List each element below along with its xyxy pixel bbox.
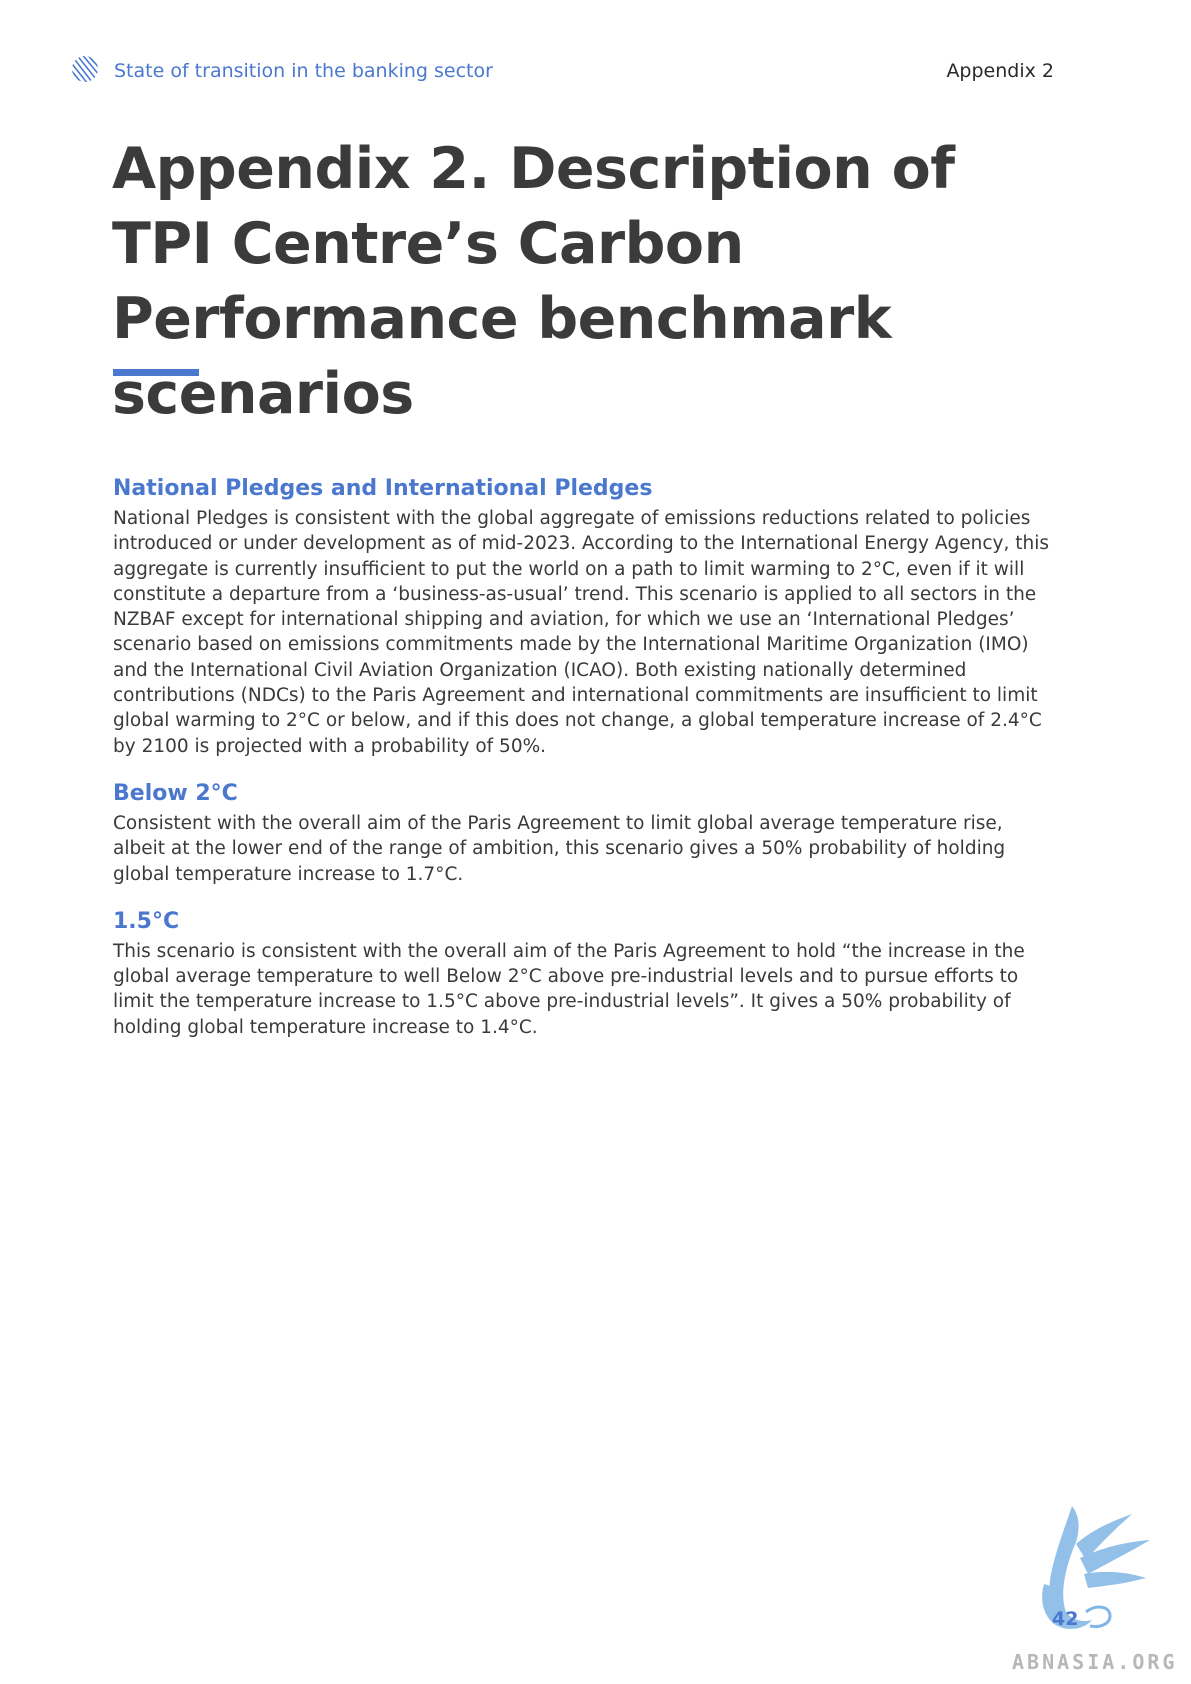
watermark-text: ABNASIA.ORG bbox=[1012, 1650, 1178, 1674]
document-title: State of transition in the banking secto… bbox=[114, 60, 493, 82]
page-header: State of transition in the banking secto… bbox=[70, 54, 1054, 88]
section-heading: Below 2°C bbox=[113, 780, 238, 806]
section-heading: National Pledges and International Pledg… bbox=[113, 476, 653, 501]
main-content: National Pledges and International Pledg… bbox=[113, 474, 1058, 1040]
section-paragraph: Consistent with the overall aim of the P… bbox=[113, 812, 1006, 885]
page-title: Appendix 2. Description of TPI Centre’s … bbox=[112, 136, 955, 427]
section-1-5c: 1.5°C This scenario is consistent with t… bbox=[113, 907, 1058, 1040]
griffin-watermark-icon bbox=[1042, 1506, 1150, 1629]
section-national-pledges: National Pledges and International Pledg… bbox=[113, 474, 1058, 759]
section-paragraph: This scenario is consistent with the ove… bbox=[113, 940, 1025, 1038]
section-heading: 1.5°C bbox=[113, 908, 180, 934]
section-paragraph: National Pledges is consistent with the … bbox=[113, 508, 1050, 757]
page-number: 42 bbox=[1052, 1608, 1079, 1630]
section-below-2c: Below 2°C Consistent with the overall ai… bbox=[113, 779, 1058, 887]
title-underline bbox=[113, 369, 199, 376]
section-label: Appendix 2 bbox=[946, 60, 1054, 82]
striped-circle-logo-icon bbox=[72, 56, 98, 82]
